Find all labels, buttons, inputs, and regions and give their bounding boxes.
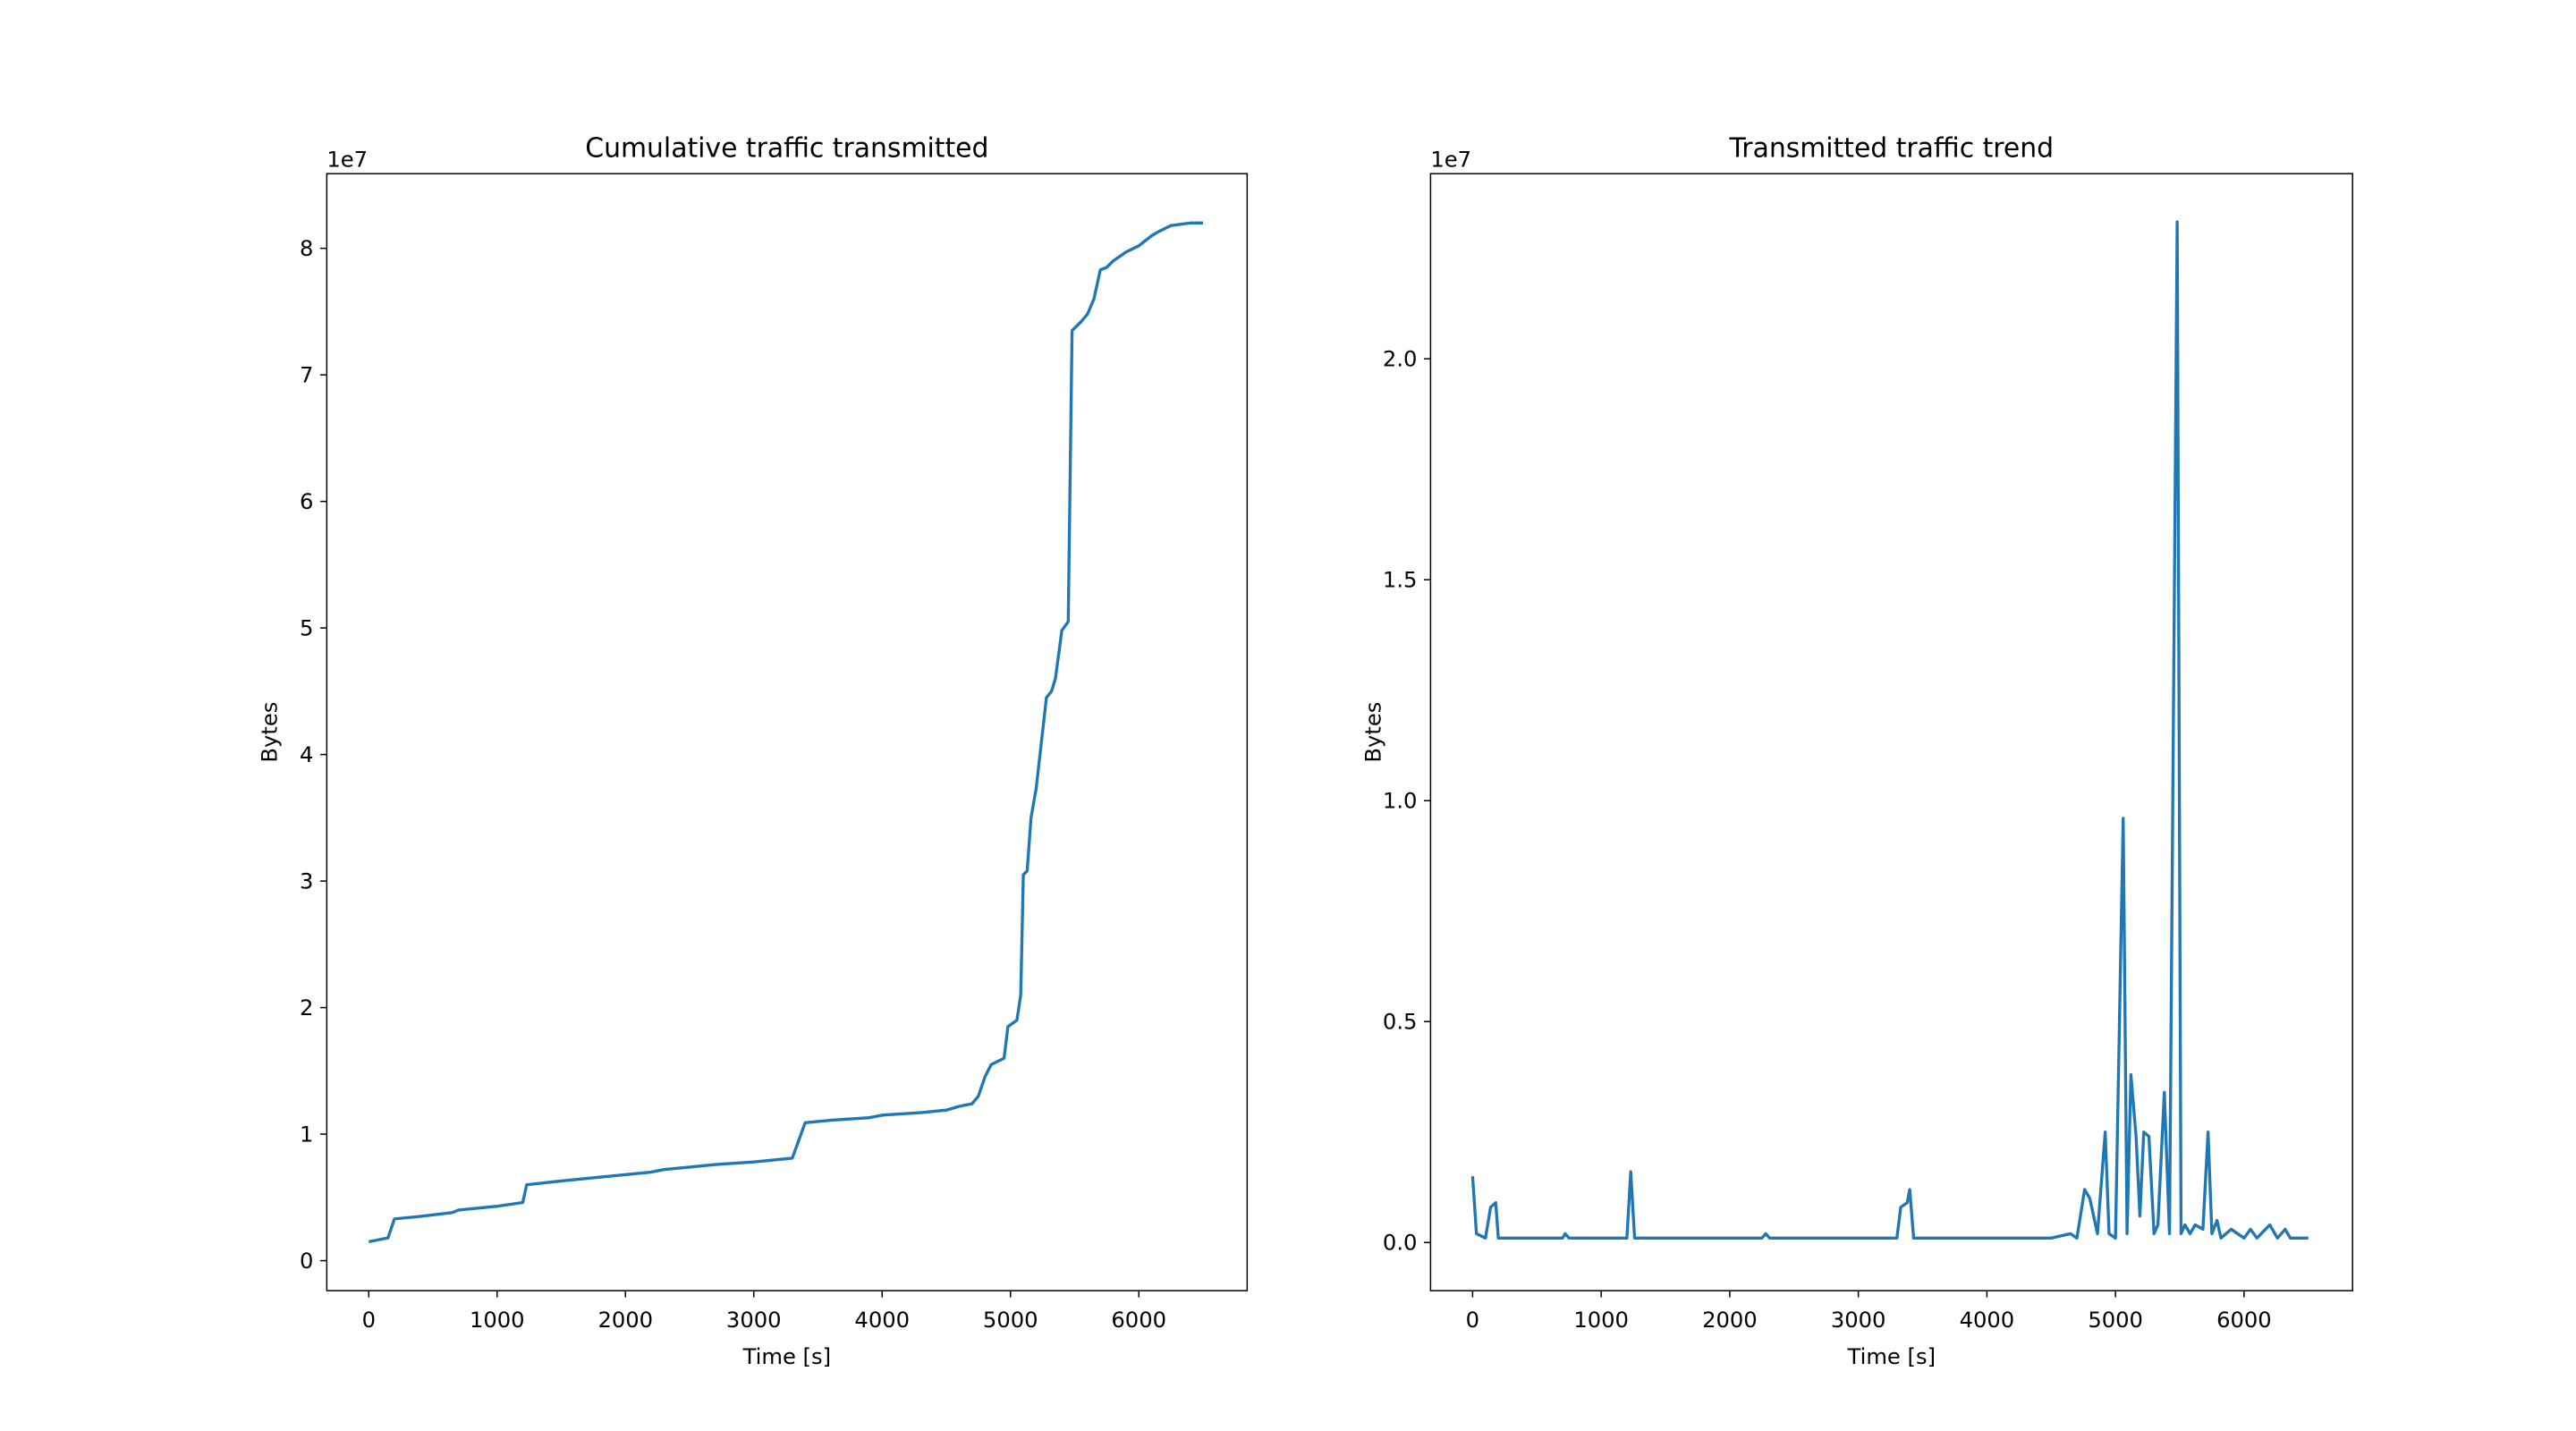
y-tick-label: 2 — [300, 995, 313, 1020]
x-tick-label: 6000 — [1111, 1308, 1166, 1333]
x-axis-label: Time [s] — [742, 1344, 831, 1369]
x-tick-label: 1000 — [1573, 1308, 1629, 1333]
y-tick-label: 1.5 — [1383, 568, 1418, 593]
subplot: Cumulative traffic transmitted Time [s] By… — [257, 133, 1249, 1369]
y-tick-label: 2.0 — [1383, 347, 1418, 372]
y-tick-label: 0.0 — [1383, 1231, 1418, 1256]
x-tick-label: 2000 — [1702, 1308, 1758, 1333]
axes-frame — [326, 173, 1249, 1291]
x-tick-label: 0 — [362, 1308, 376, 1333]
chart-title: Transmitted traffic trend — [1728, 133, 2054, 165]
x-tick-label: 1000 — [470, 1308, 525, 1333]
y-axis-label: Bytes — [257, 702, 282, 763]
x-tick-label: 6000 — [2216, 1308, 2272, 1333]
offset-text: 1e7 — [326, 148, 368, 173]
y-tick-label: 1.0 — [1383, 789, 1418, 814]
x-tick-label: 3000 — [726, 1308, 782, 1333]
axes-frame — [1429, 173, 2353, 1291]
x-tick-label: 0 — [1466, 1308, 1479, 1333]
y-tick-label: 0 — [300, 1249, 313, 1274]
x-tick-label: 4000 — [854, 1308, 910, 1333]
y-tick-label: 1 — [300, 1122, 313, 1147]
y-tick-label: 5 — [300, 616, 313, 641]
subplot: Transmitted traffic trend Time [s] Bytes 1e… — [1360, 133, 2353, 1369]
x-tick-label: 5000 — [2088, 1308, 2143, 1333]
y-tick-label: 0.5 — [1383, 1010, 1418, 1035]
data-line — [368, 221, 1203, 1244]
y-tick-label: 3 — [300, 868, 313, 893]
x-axis-label: Time [s] — [1847, 1344, 1936, 1369]
x-tick-label: 3000 — [1831, 1308, 1886, 1333]
data-line — [1470, 220, 2309, 1240]
y-tick-label: 7 — [300, 363, 313, 388]
y-axis-label: Bytes — [1360, 702, 1385, 763]
offset-text: 1e7 — [1430, 148, 1471, 173]
y-tick-label: 6 — [300, 489, 313, 514]
chart-title: Cumulative traffic transmitted — [585, 133, 988, 165]
y-tick-label: 4 — [300, 742, 313, 767]
y-tick-label: 8 — [300, 236, 313, 261]
x-tick-label: 2000 — [597, 1308, 653, 1333]
x-tick-label: 5000 — [983, 1308, 1038, 1333]
x-tick-label: 4000 — [1960, 1308, 2015, 1333]
